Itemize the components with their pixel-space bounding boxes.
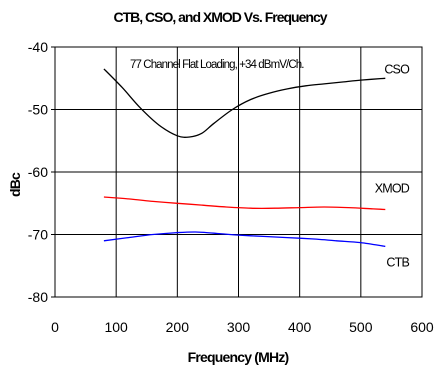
y-tick-label: -50 — [28, 102, 48, 118]
series-cso-line — [103, 68, 386, 138]
y-tick-label: -60 — [28, 164, 48, 180]
chart-annotation: 77 Channel Flat Loading, +34 dBmV/Ch. — [130, 59, 304, 71]
y-tick-label: -70 — [28, 227, 48, 243]
x-tick-label: 300 — [227, 319, 251, 335]
series-ctb-line — [103, 231, 386, 248]
y-tick-label: -40 — [28, 39, 48, 55]
y-tick-label: -80 — [28, 289, 48, 305]
grid — [55, 47, 422, 297]
x-tick-label: 0 — [51, 319, 59, 335]
x-tick-label: 400 — [288, 319, 312, 335]
chart-title: CTB, CSO, and XMOD Vs. Frequency — [113, 9, 327, 25]
x-tick-label: 200 — [166, 319, 190, 335]
x-tick-label: 600 — [410, 319, 434, 335]
y-axis-label: dBc — [7, 172, 23, 197]
x-tick-label: 500 — [349, 319, 373, 335]
series-group: CSO XMOD CTB — [103, 62, 411, 269]
series-xmod-label: XMOD — [375, 182, 410, 196]
x-axis-ticks: 0 100 200 300 400 500 600 — [51, 319, 434, 335]
series-ctb-label: CTB — [386, 255, 409, 269]
x-axis-label: Frequency (MHz) — [188, 349, 289, 365]
y-axis-ticks: -40 -50 -60 -70 -80 — [28, 39, 55, 305]
series-cso-label: CSO — [384, 62, 410, 76]
series-xmod-line — [103, 196, 386, 211]
x-tick-label: 100 — [104, 319, 128, 335]
